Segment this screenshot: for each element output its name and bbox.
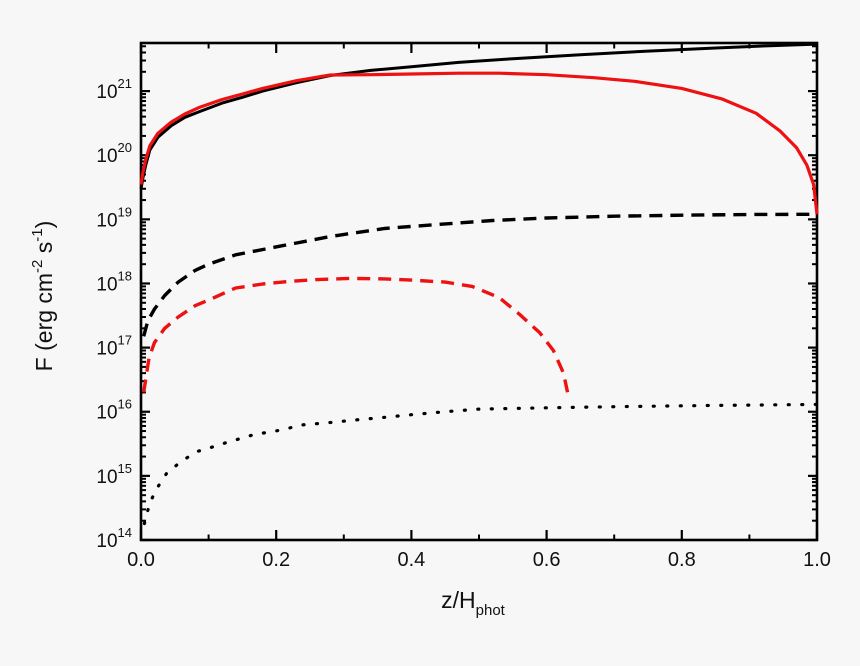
curve-black-dashed	[142, 212, 818, 337]
y-tick-label: 1021	[96, 76, 132, 103]
x-tick-label: 0.8	[668, 549, 696, 571]
x-tick-label: 0.4	[397, 549, 425, 571]
y-axis-label: F (erg cm-2 s-1)	[29, 221, 57, 372]
y-tick-label: 1014	[96, 525, 132, 552]
y-tick-label: 1018	[96, 268, 132, 295]
x-tick-label: 0.6	[533, 549, 561, 571]
y-tick-label: 1020	[96, 140, 132, 167]
y-tick-label: 1015	[96, 461, 132, 488]
plot-frame	[139, 41, 819, 542]
y-tick-label: 1017	[96, 333, 132, 360]
x-tick-label: 0.0	[127, 549, 155, 571]
y-tick-label: 1016	[96, 397, 132, 424]
curve-red-solid	[139, 71, 819, 215]
x-tick-label: 1.0	[803, 549, 831, 571]
x-tick-label: 0.2	[262, 549, 290, 571]
x-axis-label: z/Hphot	[441, 587, 506, 619]
curve-black-solid	[139, 42, 818, 190]
curve-black-dotted	[142, 402, 819, 526]
curve-red-dashed	[142, 276, 570, 396]
y-tick-label: 1019	[96, 204, 132, 231]
